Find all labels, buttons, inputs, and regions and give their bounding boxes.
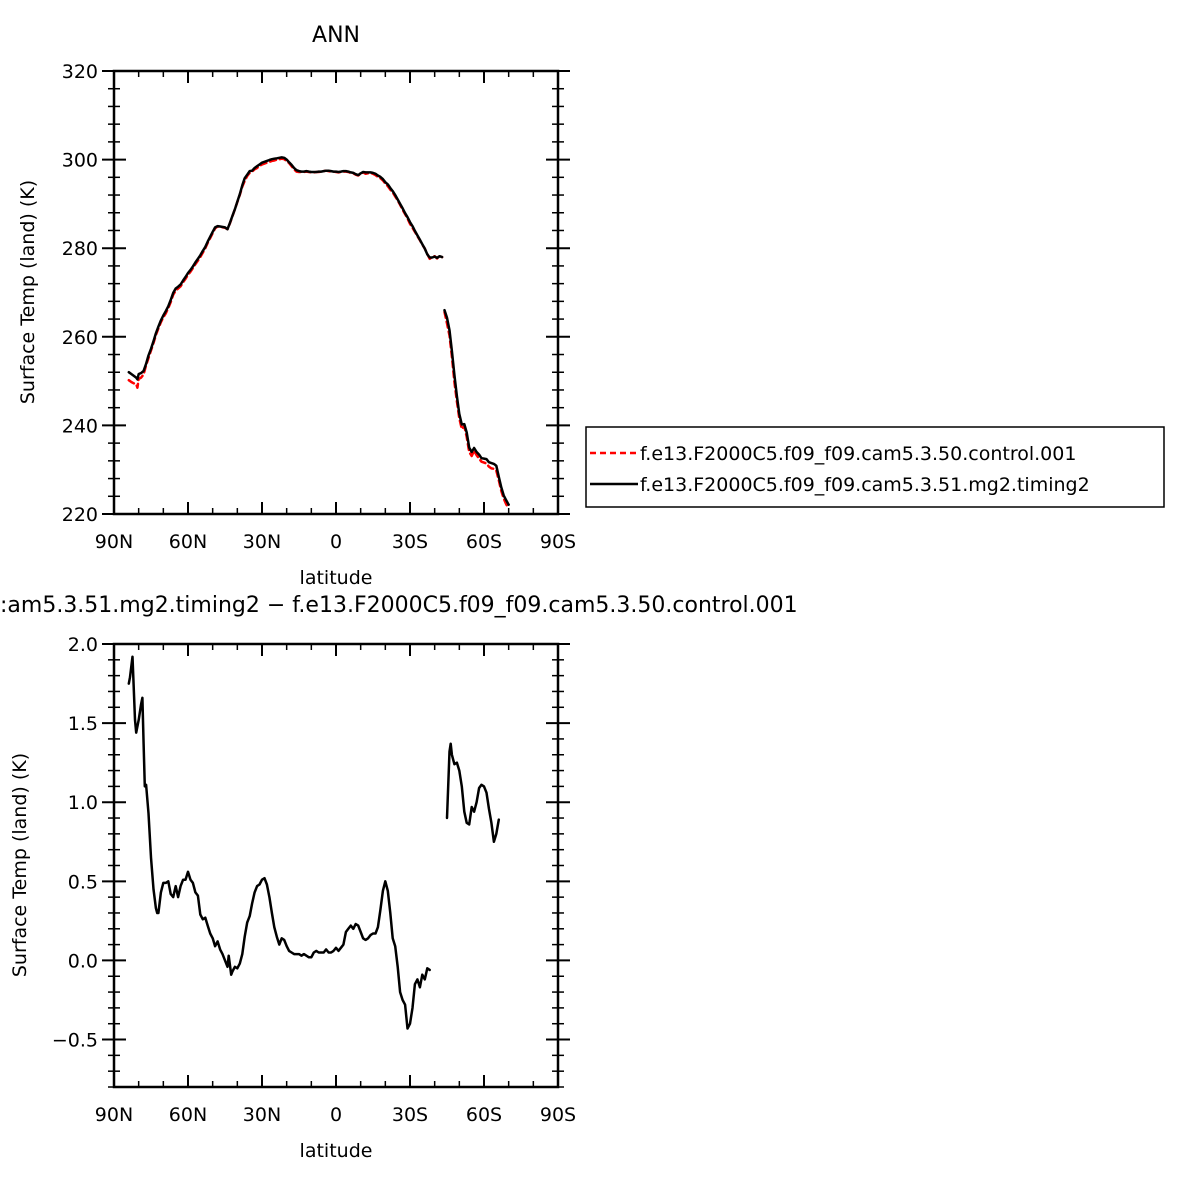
x-tick-label: 30N bbox=[243, 531, 281, 553]
top-x-axis-title: latitude bbox=[300, 567, 373, 589]
y-tick-label: 320 bbox=[62, 61, 98, 83]
x-tick-label: 60S bbox=[466, 531, 502, 553]
legend-entry-0-label: f.e13.F2000C5.f09_f09.cam5.3.50.control.… bbox=[640, 443, 1076, 465]
legend-box bbox=[585, 426, 1165, 508]
x-tick-label: 90N bbox=[95, 531, 133, 553]
y-tick-label: 260 bbox=[62, 327, 98, 349]
y-tick-label: 1.5 bbox=[68, 713, 98, 735]
top-chart-title: ANN bbox=[312, 23, 360, 48]
y-tick-label: 300 bbox=[62, 150, 98, 172]
top-series-layer bbox=[127, 156, 510, 510]
bottom-chart-title: :am5.3.51.mg2.timing2 − f.e13.F2000C5.f0… bbox=[0, 593, 798, 618]
legend: f.e13.F2000C5.f09_f09.cam5.3.50.control.… bbox=[585, 426, 1165, 508]
x-tick-label: 0 bbox=[330, 1104, 342, 1126]
top-y-axis-title: Surface Temp (land) (K) bbox=[17, 180, 39, 404]
x-tick-label: 90S bbox=[540, 531, 576, 553]
top-tick-layer: 90N 60N 30N 0 30S 60S 90S 220 240 260 280 300 320 bbox=[62, 61, 576, 553]
y-tick-label: 2.0 bbox=[68, 634, 98, 656]
bottom-x-axis-title: latitude bbox=[300, 1140, 373, 1162]
series-line-0 bbox=[445, 742, 501, 844]
top-plot-frame bbox=[112, 69, 560, 516]
bottom-plot-frame bbox=[112, 642, 560, 1089]
y-tick-label: 1.0 bbox=[68, 792, 98, 814]
x-tick-label: 30S bbox=[392, 531, 428, 553]
x-tick-label: 30N bbox=[243, 1104, 281, 1126]
top-panel: ANN 90N 60N 30N 0 30S 60S 90S 220 240 260 280 300 32… bbox=[17, 23, 1165, 589]
legend-entry-1-label: f.e13.F2000C5.f09_f09.cam5.3.51.mg2.timi… bbox=[640, 474, 1090, 496]
series-line-1 bbox=[127, 156, 444, 381]
series-line-1 bbox=[443, 308, 510, 506]
y-tick-label: 0.0 bbox=[68, 950, 98, 972]
y-tick-label: 0.5 bbox=[68, 871, 98, 893]
x-tick-label: 60S bbox=[466, 1104, 502, 1126]
y-tick-label: 240 bbox=[62, 415, 98, 437]
bottom-panel: :am5.3.51.mg2.timing2 − f.e13.F2000C5.f0… bbox=[0, 593, 798, 1162]
x-tick-label: 0 bbox=[330, 531, 342, 553]
x-tick-label: 90S bbox=[540, 1104, 576, 1126]
y-tick-label: 220 bbox=[62, 504, 98, 526]
x-tick-label: 30S bbox=[392, 1104, 428, 1126]
bottom-tick-layer: 90N 60N 30N 0 30S 60S 90S −0.5 0.0 0.5 1.0 1.5 2.0 bbox=[52, 634, 576, 1126]
x-tick-label: 60N bbox=[169, 531, 207, 553]
bottom-series-layer bbox=[127, 655, 501, 1030]
bottom-y-axis-title: Surface Temp (land) (K) bbox=[9, 753, 31, 977]
series-line-0 bbox=[127, 655, 431, 1030]
x-tick-label: 90N bbox=[95, 1104, 133, 1126]
x-tick-label: 60N bbox=[169, 1104, 207, 1126]
y-tick-label: 280 bbox=[62, 238, 98, 260]
y-tick-label: −0.5 bbox=[52, 1030, 98, 1052]
